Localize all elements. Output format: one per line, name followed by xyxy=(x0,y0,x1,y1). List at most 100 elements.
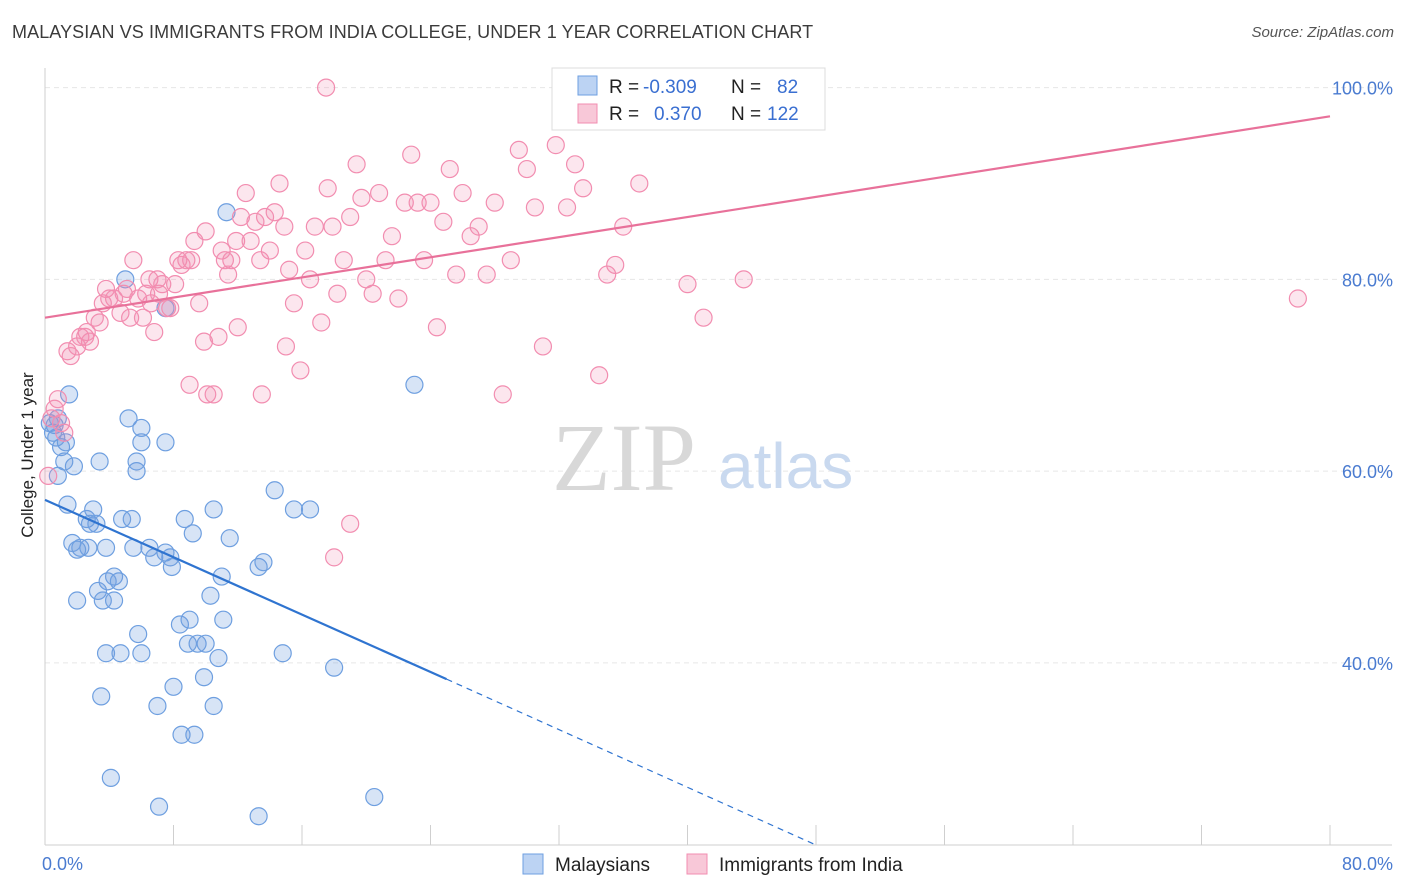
gridlines xyxy=(45,88,1392,663)
point-malaysians xyxy=(221,530,238,547)
point-malaysians xyxy=(102,769,119,786)
point-india xyxy=(191,295,208,312)
point-malaysians xyxy=(181,611,198,628)
point-india xyxy=(167,276,184,293)
trend-line-malaysians-extension xyxy=(447,679,816,845)
point-malaysians xyxy=(255,554,272,571)
point-malaysians xyxy=(205,697,222,714)
point-india xyxy=(371,185,388,202)
point-india xyxy=(486,194,503,211)
point-india xyxy=(49,391,66,408)
point-india xyxy=(478,266,495,283)
point-india xyxy=(229,319,246,336)
point-malaysians xyxy=(112,645,129,662)
legend-swatch-malaysians xyxy=(523,854,543,874)
point-india xyxy=(534,338,551,355)
point-india xyxy=(183,252,200,269)
point-india xyxy=(146,324,163,341)
legend-swatch-india xyxy=(687,854,707,874)
bottom-legend: Malaysians Immigrants from India xyxy=(523,854,903,876)
point-india xyxy=(205,386,222,403)
point-malaysians xyxy=(406,376,423,393)
point-india xyxy=(348,156,365,173)
point-malaysians xyxy=(274,645,291,662)
y-tick-label: 80.0% xyxy=(1342,270,1393,290)
point-india xyxy=(313,314,330,331)
point-malaysians xyxy=(65,458,82,475)
point-india xyxy=(141,271,158,288)
stats-legend-box: R = -0.309 N = 82 R = 0.370 N = 122 xyxy=(552,68,825,130)
point-india xyxy=(679,276,696,293)
point-malaysians xyxy=(250,808,267,825)
point-india xyxy=(242,232,259,249)
point-india xyxy=(237,185,254,202)
point-malaysians xyxy=(184,525,201,542)
y-axis-label: College, Under 1 year xyxy=(18,372,37,538)
watermark-zip: ZIP xyxy=(552,404,696,511)
point-india xyxy=(364,285,381,302)
point-malaysians xyxy=(186,726,203,743)
point-india xyxy=(271,175,288,192)
point-india xyxy=(125,252,142,269)
point-india xyxy=(567,156,584,173)
point-malaysians xyxy=(302,501,319,518)
point-malaysians xyxy=(202,587,219,604)
point-india xyxy=(526,199,543,216)
y-tick-label: 100.0% xyxy=(1332,79,1393,99)
point-india xyxy=(162,300,179,317)
point-india xyxy=(276,218,293,235)
point-india xyxy=(319,180,336,197)
point-malaysians xyxy=(133,419,150,436)
point-india xyxy=(181,376,198,393)
point-malaysians xyxy=(163,558,180,575)
point-malaysians xyxy=(205,501,222,518)
watermark-atlas: atlas xyxy=(718,430,853,502)
point-malaysians xyxy=(215,611,232,628)
point-india xyxy=(40,467,57,484)
point-india xyxy=(306,218,323,235)
point-malaysians xyxy=(197,635,214,652)
stats-n-label-malaysians: N = xyxy=(731,77,761,98)
point-india xyxy=(266,204,283,221)
point-malaysians xyxy=(128,453,145,470)
point-india xyxy=(335,252,352,269)
point-india xyxy=(695,309,712,326)
point-india xyxy=(326,549,343,566)
point-malaysians xyxy=(133,645,150,662)
stats-r-value-india: 0.370 xyxy=(654,104,702,125)
point-india xyxy=(631,175,648,192)
stats-n-value-india: 122 xyxy=(767,104,799,125)
x-tick-label: 0.0% xyxy=(42,854,83,874)
stats-swatch-malaysians xyxy=(578,76,597,95)
point-india xyxy=(403,146,420,163)
stats-r-label-india: R = xyxy=(609,104,639,125)
y-tick-label: 60.0% xyxy=(1342,462,1393,482)
watermark: ZIP atlas xyxy=(552,404,853,511)
point-india xyxy=(253,386,270,403)
point-malaysians xyxy=(106,592,123,609)
stats-r-value-malaysians: -0.309 xyxy=(643,77,697,98)
point-india xyxy=(91,314,108,331)
point-india xyxy=(342,515,359,532)
point-india xyxy=(518,161,535,178)
legend-label-malaysians: Malaysians xyxy=(555,855,650,876)
point-india xyxy=(735,271,752,288)
chart-canvas: ZIP atlas 100.0% 80.0% 60.0% 40.0% 0.0% 80.0%… xyxy=(0,0,1406,892)
point-malaysians xyxy=(69,592,86,609)
y-tick-label: 40.0% xyxy=(1342,654,1393,674)
point-malaysians xyxy=(91,453,108,470)
point-malaysians xyxy=(285,501,302,518)
point-india xyxy=(302,271,319,288)
point-malaysians xyxy=(151,798,168,815)
point-malaysians xyxy=(165,678,182,695)
point-india xyxy=(77,328,94,345)
point-malaysians xyxy=(130,626,147,643)
point-india xyxy=(494,386,511,403)
point-malaysians xyxy=(80,539,97,556)
point-india xyxy=(502,252,519,269)
point-india xyxy=(454,185,471,202)
legend-label-india: Immigrants from India xyxy=(719,855,903,876)
x-tick-label: 80.0% xyxy=(1342,854,1393,874)
point-india xyxy=(383,228,400,245)
point-india xyxy=(261,242,278,259)
